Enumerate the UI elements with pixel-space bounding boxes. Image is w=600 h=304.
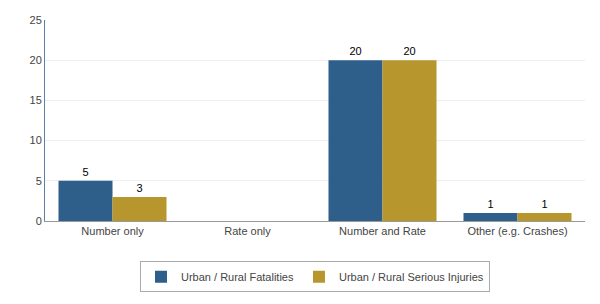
svg-text:20: 20	[349, 45, 361, 57]
svg-text:5: 5	[82, 166, 88, 178]
svg-text:0: 0	[36, 215, 42, 227]
svg-text:5: 5	[36, 175, 42, 187]
svg-text:3: 3	[136, 182, 142, 194]
svg-text:1: 1	[487, 198, 493, 210]
svg-text:Number only: Number only	[81, 225, 144, 237]
svg-text:Urban / Rural Fatalities: Urban / Rural Fatalities	[181, 271, 294, 283]
svg-text:Urban / Rural Serious Injuries: Urban / Rural Serious Injuries	[339, 271, 484, 283]
svg-text:15: 15	[30, 94, 42, 106]
svg-text:1: 1	[541, 198, 547, 210]
svg-text:Other (e.g. Crashes): Other (e.g. Crashes)	[467, 225, 567, 237]
svg-text:Rate only: Rate only	[224, 225, 271, 237]
svg-text:20: 20	[30, 54, 42, 66]
svg-text:10: 10	[30, 134, 42, 146]
svg-text:20: 20	[403, 45, 415, 57]
svg-text:25: 25	[30, 14, 42, 26]
svg-text:Number and Rate: Number and Rate	[339, 225, 426, 237]
